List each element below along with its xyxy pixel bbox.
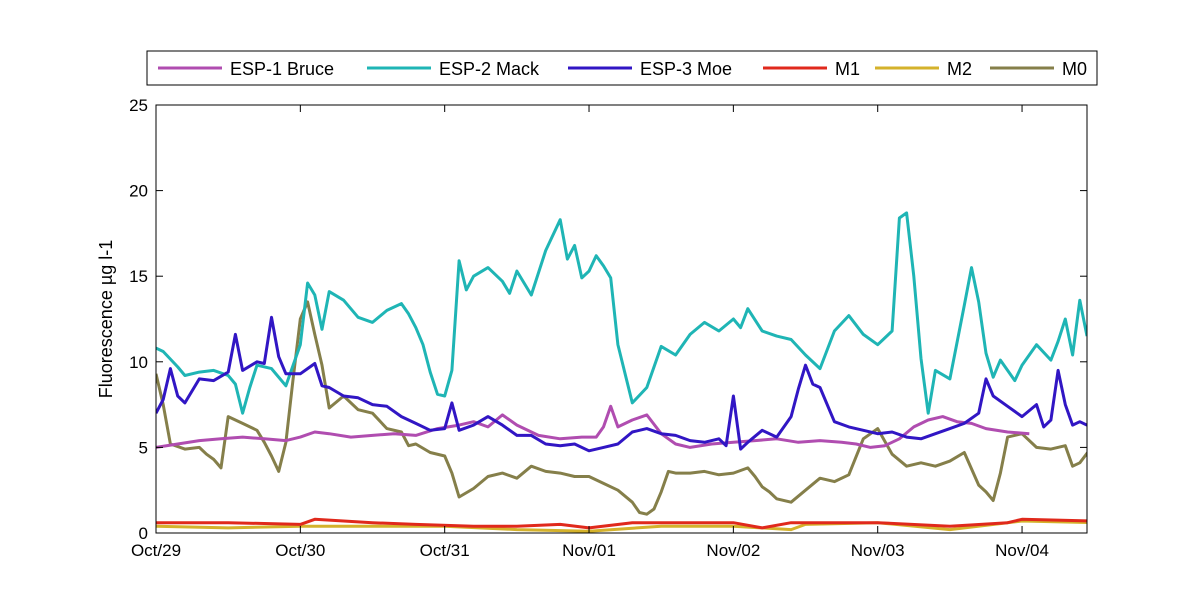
x-tick-label: Oct/29 bbox=[131, 541, 181, 560]
x-tick-label: Nov/02 bbox=[706, 541, 760, 560]
y-tick-label: 0 bbox=[139, 524, 148, 543]
series-layer bbox=[156, 211, 1087, 533]
x-tick-label: Oct/31 bbox=[420, 541, 470, 560]
legend-label-m1: M1 bbox=[835, 59, 860, 79]
x-tick-label: Oct/30 bbox=[275, 541, 325, 560]
series-line-esp-3-moe bbox=[156, 315, 1087, 453]
y-tick-label: 25 bbox=[129, 96, 148, 115]
legend-label-esp-3-moe: ESP-3 Moe bbox=[640, 59, 732, 79]
series-line-m1 bbox=[156, 517, 1087, 530]
legend-label-esp-2-mack: ESP-2 Mack bbox=[439, 59, 540, 79]
y-tick-label: 15 bbox=[129, 267, 148, 286]
x-tick-label: Nov/01 bbox=[562, 541, 616, 560]
legend-label-m0: M0 bbox=[1062, 59, 1087, 79]
legend: ESP-1 Bruce ESP-2 Mack ESP-3 Moe M1 M2 M0 bbox=[146, 50, 1098, 86]
legend-label-m2: M2 bbox=[947, 59, 972, 79]
series-group bbox=[156, 211, 1087, 533]
series-line-esp-1-bruce bbox=[156, 404, 1030, 449]
y-tick-label: 20 bbox=[129, 182, 148, 201]
plot-frame bbox=[155, 104, 1088, 534]
y-tick-label: 10 bbox=[129, 353, 148, 372]
y-axis-title: Fluorescence µg l-1 bbox=[96, 240, 116, 398]
series-line-m0 bbox=[156, 300, 1087, 516]
ticks-layer: 0 5 10 15 20 25 Oct/29 Oct/30 Oct/31 Nov/01 Nov/02… bbox=[129, 96, 1087, 560]
x-tick-label: Nov/03 bbox=[851, 541, 905, 560]
x-tick-label: Nov/04 bbox=[995, 541, 1049, 560]
legend-label-esp-1-bruce: ESP-1 Bruce bbox=[230, 59, 334, 79]
y-tick-label: 5 bbox=[139, 438, 148, 457]
series-line-esp-2-mack bbox=[156, 211, 1087, 415]
